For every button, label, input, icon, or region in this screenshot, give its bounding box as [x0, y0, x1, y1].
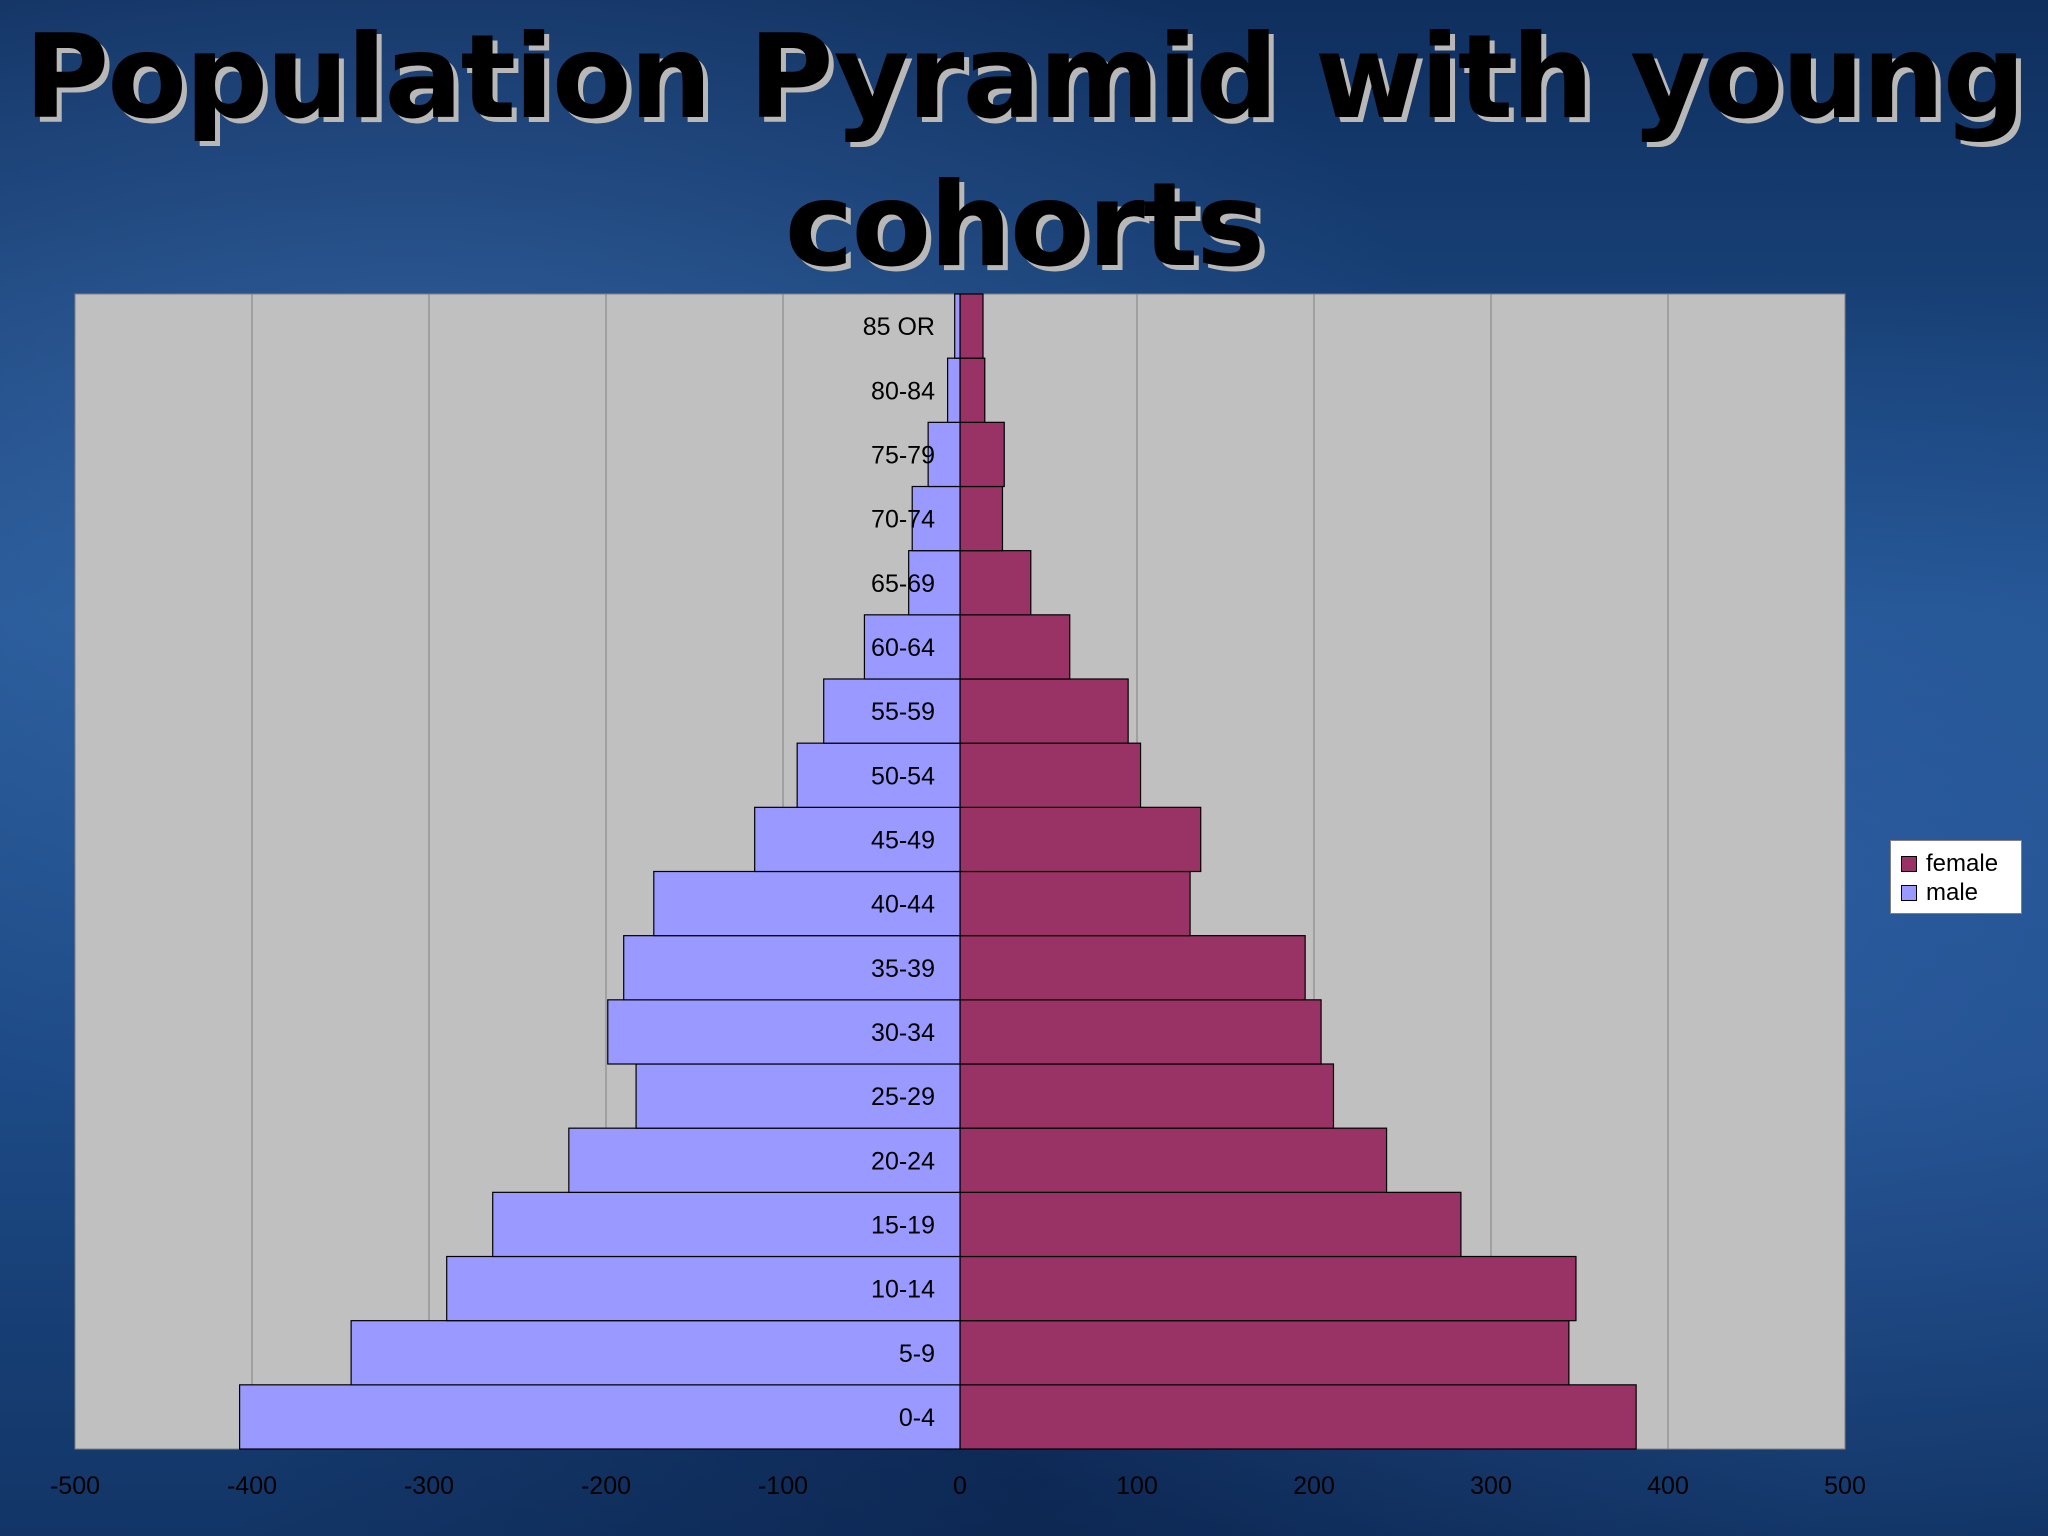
slide-title: Population Pyramid with young cohorts [24, 10, 2025, 293]
category-label-50-54: 50-54 [871, 762, 935, 790]
bar-female-30-34 [959, 999, 1322, 1065]
x-tick-label-9: 400 [1647, 1472, 1689, 1500]
category-label-5-9: 5-9 [899, 1340, 935, 1368]
bar-female-5-9 [959, 1320, 1570, 1386]
bar-female-60-64 [959, 614, 1071, 680]
bar-male-55-59 [823, 678, 961, 744]
bar-male-30-34 [607, 999, 961, 1065]
bar-male-70-74 [911, 485, 961, 552]
bar-male-15-19 [492, 1191, 961, 1258]
bar-male-50-54 [796, 742, 961, 808]
bars [239, 293, 1637, 1450]
bar-male-60-64 [863, 614, 961, 680]
bar-female-75-79 [959, 421, 1005, 488]
bar-female-65-69 [959, 550, 1032, 616]
bar-female-45-49 [959, 806, 1202, 873]
bar-male-0-4 [239, 1384, 961, 1450]
bar-male-25-29 [635, 1063, 961, 1129]
x-tick-label-3: -200 [581, 1472, 631, 1500]
x-tick-label-10: 500 [1824, 1472, 1866, 1500]
category-label-65-69: 65-69 [871, 570, 935, 598]
category-label-75-79: 75-79 [871, 441, 935, 469]
bar-female-20-24 [959, 1127, 1388, 1193]
category-label-80-84: 80-84 [871, 377, 935, 405]
bar-male-10-14 [446, 1255, 961, 1322]
category-label-55-59: 55-59 [871, 698, 935, 726]
bar-male-5-9 [350, 1320, 961, 1386]
legend-label-male: male [1926, 878, 1979, 906]
category-label-60-64: 60-64 [871, 634, 935, 662]
category-label-20-24: 20-24 [871, 1147, 935, 1175]
category-label-15-19: 15-19 [871, 1211, 935, 1239]
category-label-35-39: 35-39 [871, 955, 935, 983]
bar-male-80-84 [947, 357, 961, 423]
category-label-70-74: 70-74 [871, 506, 935, 534]
legend: female male [1890, 840, 2022, 914]
bar-male-20-24 [568, 1127, 961, 1193]
legend-swatch-female [1901, 855, 1917, 872]
bar-female-0-4 [959, 1384, 1637, 1450]
category-label-40-44: 40-44 [871, 891, 935, 919]
bar-male-35-39 [623, 935, 961, 1001]
category-label-30-34: 30-34 [871, 1019, 935, 1047]
x-tick-label-6: 100 [1116, 1472, 1158, 1500]
bar-male-75-79 [927, 421, 961, 488]
category-label-0-4: 0-4 [899, 1404, 935, 1432]
legend-label-female: female [1926, 849, 1999, 877]
legend-item-male: male [1901, 878, 2021, 907]
category-label-45-49: 45-49 [871, 826, 935, 854]
bar-female-40-44 [959, 870, 1191, 937]
category-labels: 0-4 5-9 10-14 15-19 20-24 25-29 30-34 35-39 40-4… [863, 313, 935, 1432]
bar-female-50-54 [959, 742, 1142, 808]
category-label-10-14: 10-14 [871, 1276, 935, 1304]
x-tick-label-0: -500 [50, 1472, 100, 1500]
legend-swatch-male [1901, 884, 1917, 901]
bar-male-85 OR [954, 293, 961, 359]
bar-female-35-39 [959, 935, 1306, 1001]
bar-female-55-59 [959, 678, 1129, 744]
x-tick-label-8: 300 [1470, 1472, 1512, 1500]
bar-female-70-74 [959, 485, 1004, 552]
bar-female-15-19 [959, 1191, 1462, 1258]
category-label-85 OR: 85 OR [863, 313, 935, 341]
bar-female-25-29 [959, 1063, 1335, 1129]
bar-male-45-49 [754, 806, 961, 873]
category-label-25-29: 25-29 [871, 1083, 935, 1111]
x-tick-label-5: 0 [953, 1472, 967, 1500]
x-tick-label-7: 200 [1293, 1472, 1335, 1500]
x-tick-label-4: -100 [758, 1472, 808, 1500]
x-tick-label-2: -300 [404, 1472, 454, 1500]
legend-item-female: female [1901, 849, 2021, 878]
bar-female-10-14 [959, 1255, 1577, 1322]
bar-male-65-69 [908, 550, 961, 616]
bar-female-80-84 [959, 357, 986, 423]
x-axis-tick-labels: -500 -400 -300 -200 -100 0 100 200 300 400 500 [50, 1472, 1866, 1500]
bar-male-40-44 [653, 870, 961, 937]
bar-female-85 OR [959, 293, 984, 359]
x-tick-label-1: -400 [227, 1472, 277, 1500]
